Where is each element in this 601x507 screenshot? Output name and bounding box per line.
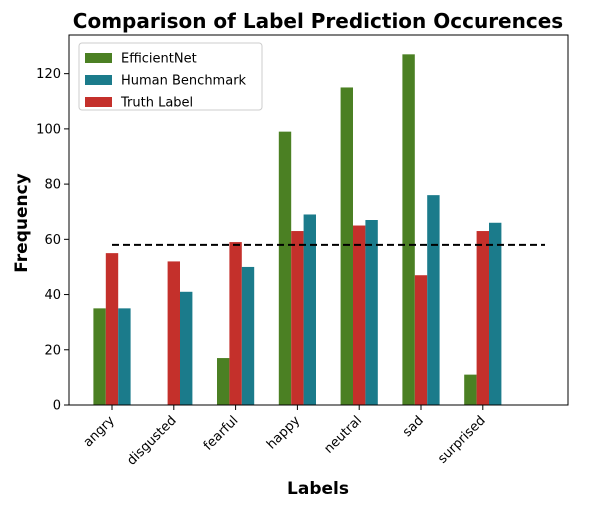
legend-swatch-truth-label [85,97,112,107]
x-tick-label-disgusted: disgusted [124,413,179,468]
legend-swatch-human-benchmark [85,75,112,85]
bar-efficientnet-neutral [340,87,353,406]
y-tick-label: 20 [44,343,61,358]
bar-human-benchmark-surprised [489,222,502,405]
x-tick-label-angry: angry [81,413,118,450]
bar-truth-label-neutral [353,225,366,405]
bar-human-benchmark-disgusted [180,291,193,405]
x-axis-label: Labels [287,479,349,499]
x-tick-label-fearful: fearful [201,413,242,454]
bar-efficientnet-fearful [217,358,230,405]
y-tick-label: 100 [36,122,61,137]
bar-human-benchmark-angry [118,308,131,405]
bar-efficientnet-surprised [464,374,477,405]
y-tick-label: 120 [36,67,61,82]
bar-truth-label-happy [291,231,304,405]
y-tick-label: 0 [53,399,61,414]
legend-label-truth-label: Truth Label [120,96,193,111]
y-tick-label: 80 [44,178,61,193]
legend-swatch-efficientnet [85,53,112,63]
x-tick-label-surprised: surprised [435,413,488,466]
y-tick-label: 60 [44,233,61,248]
y-tick-label: 40 [44,288,61,303]
bar-human-benchmark-fearful [241,266,255,405]
legend-box [78,42,263,111]
bar-truth-label-disgusted [167,261,180,405]
bar-truth-label-surprised [476,231,489,405]
bar-truth-label-fearful [229,242,242,405]
x-tick-label-sad: sad [400,413,427,440]
bar-truth-label-angry [105,253,119,405]
bar-truth-label-sad [414,275,428,405]
x-tick-label-neutral: neutral [322,413,365,456]
bar-efficientnet-angry [93,308,106,405]
bar-human-benchmark-neutral [365,220,378,405]
legend-label-human-benchmark: Human Benchmark [121,74,247,89]
bar-efficientnet-happy [278,131,292,405]
bar-human-benchmark-happy [303,214,316,405]
legend: EfficientNet Human Benchmark Truth Label [78,42,263,111]
bar-efficientnet-sad [402,54,415,405]
y-axis-label: Frequency [12,173,32,273]
x-tick-label-happy: happy [264,413,303,452]
plot-frame [68,34,569,406]
bar-human-benchmark-sad [427,195,440,405]
legend-label-efficientnet: EfficientNet [121,52,197,67]
chart-title: Comparison of Label Prediction Occurence… [73,9,563,33]
